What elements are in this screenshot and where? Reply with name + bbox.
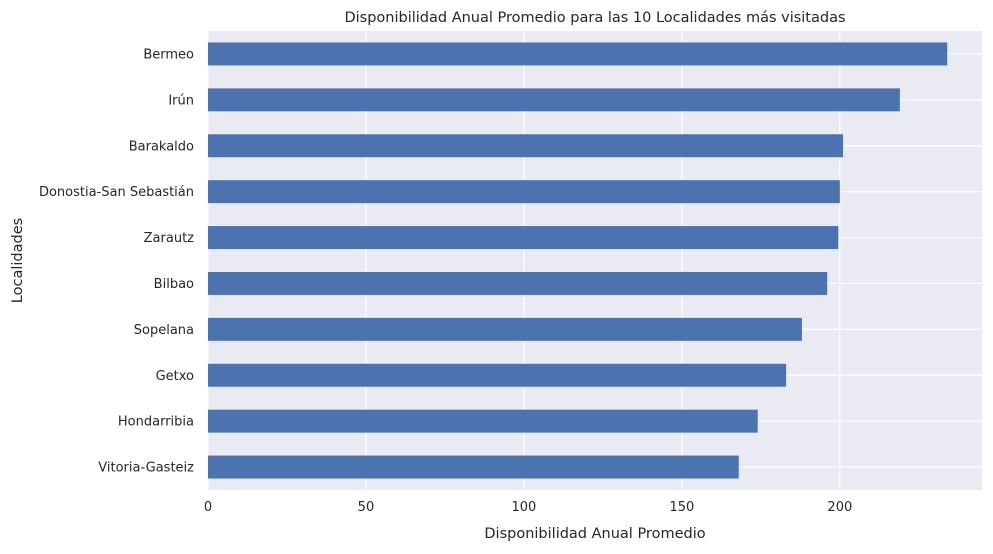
y-tick-label: Sopelana <box>134 323 194 338</box>
y-tick-label: Getxo <box>156 369 194 384</box>
x-tick-label: 100 <box>512 500 537 515</box>
y-tick-label: Donostia-San Sebastián <box>39 185 194 200</box>
bar-bilbao <box>208 271 828 295</box>
y-axis-label: Localidades <box>10 218 26 303</box>
bar-hondarribia <box>208 409 758 433</box>
y-tick-label: Bilbao <box>154 277 194 292</box>
bar-getxo <box>208 363 787 387</box>
x-axis-label: Disponibilidad Anual Promedio <box>484 526 705 542</box>
bar-zarautz <box>208 226 839 250</box>
y-tick-label: Zarautz <box>144 231 195 246</box>
bar-vitoria-gasteiz <box>208 455 739 479</box>
y-tick-label: Bermeo <box>143 47 194 62</box>
bar-donostia-san-sebasti-n <box>208 180 840 204</box>
y-tick-label: Hondarribia <box>118 415 194 430</box>
x-tick-labels: 0 50 100 150 200 <box>204 500 852 515</box>
x-tick-label: 0 <box>204 500 212 515</box>
x-tick-label: 150 <box>669 500 694 515</box>
chart-title: Disponibilidad Anual Promedio para las 1… <box>344 10 845 26</box>
y-tick-label: Barakaldo <box>129 139 194 154</box>
bar-sopelana <box>208 317 802 341</box>
bars <box>208 42 948 479</box>
x-tick-label: 50 <box>358 500 375 515</box>
bar-ir-n <box>208 88 900 112</box>
bar-bermeo <box>208 42 948 66</box>
x-tick-label: 200 <box>827 500 852 515</box>
y-tick-labels: Bermeo Irún Barakaldo Donostia-San Sebastiá… <box>39 47 194 475</box>
bar-barakaldo <box>208 134 843 158</box>
y-tick-label: Irún <box>168 93 194 108</box>
y-tick-label: Vitoria-Gasteiz <box>98 461 194 476</box>
